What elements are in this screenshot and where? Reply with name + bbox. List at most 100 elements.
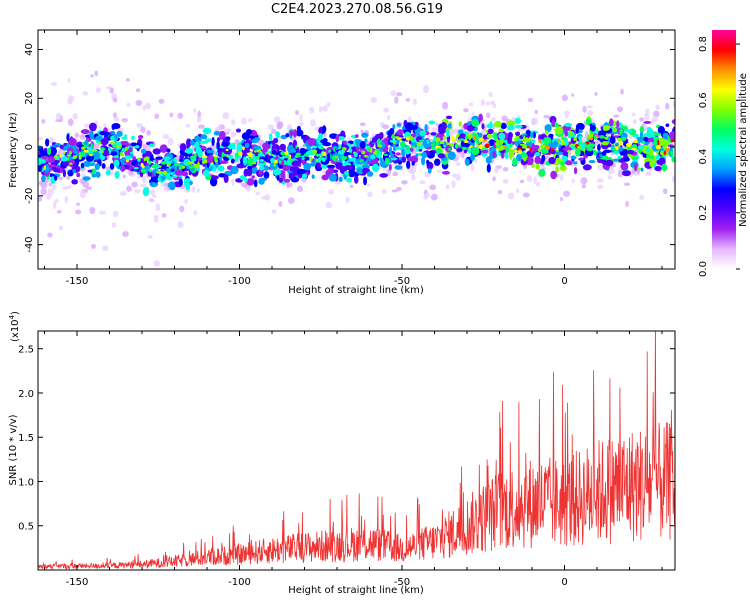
- noise-blob: [79, 134, 87, 140]
- peak-blob: [311, 145, 318, 149]
- noise-blob: [82, 180, 90, 188]
- spectral-blob: [396, 123, 402, 127]
- noise-blob: [597, 184, 604, 190]
- spectral-blob: [643, 120, 652, 124]
- spectral-blob: [152, 177, 159, 182]
- spectral-blob: [303, 162, 312, 171]
- spectral-blob: [244, 177, 248, 183]
- spectral-blob: [361, 164, 370, 170]
- spectral-blob: [199, 140, 209, 144]
- spectral-blob: [197, 156, 203, 161]
- x-tick-label: 0: [561, 276, 567, 287]
- spectral-blob: [573, 167, 578, 175]
- y-tick-label: 0.5: [18, 522, 34, 533]
- x-tick-label: -150: [66, 276, 89, 287]
- peak-blob: [418, 139, 425, 142]
- spectral-blob: [541, 154, 546, 163]
- spectral-blob: [142, 187, 150, 197]
- noise-blob: [162, 134, 170, 140]
- noise-blob: [140, 126, 146, 133]
- colorbar: 0.0 0.2 0.4 0.6 0.8 Normalized spectral ampl…: [698, 30, 749, 277]
- spectral-blob: [38, 154, 43, 158]
- spectral-blob: [427, 168, 432, 174]
- noise-blob: [91, 243, 97, 249]
- peak-blob: [443, 145, 446, 148]
- spectral-blob: [401, 147, 406, 157]
- noise-blob: [381, 188, 387, 194]
- spectral-blob: [458, 121, 462, 127]
- noise-blob: [367, 191, 373, 198]
- noise-blob: [197, 110, 202, 118]
- noise-blob: [366, 183, 371, 187]
- spectral-blob: [652, 132, 661, 136]
- spectral-blob: [661, 163, 668, 172]
- spectral-blob: [552, 140, 559, 148]
- peak-blob: [252, 161, 257, 165]
- spectral-blob: [520, 153, 528, 158]
- spectral-blob: [206, 149, 215, 154]
- noise-blob: [278, 201, 283, 207]
- spectral-blob: [421, 151, 428, 159]
- noise-blob: [82, 91, 89, 96]
- spectral-blob: [48, 164, 57, 168]
- spectral-blob: [548, 156, 556, 165]
- noise-blob: [169, 112, 174, 118]
- spectral-blob: [250, 138, 259, 144]
- spectral-blob: [445, 115, 453, 120]
- noise-blob: [47, 232, 53, 238]
- spectral-blob: [310, 162, 316, 167]
- peak-blob: [454, 143, 459, 149]
- noise-blob: [267, 124, 274, 130]
- noise-blob: [240, 117, 247, 125]
- spectral-blob: [646, 153, 650, 158]
- peak-blob: [631, 147, 637, 151]
- peak-blob: [529, 147, 532, 152]
- peak-blob: [558, 140, 562, 144]
- noise-blob: [613, 114, 620, 118]
- noise-blob: [582, 106, 587, 113]
- spectral-blob: [230, 165, 239, 175]
- spectral-blob: [482, 134, 488, 140]
- peak-blob: [43, 165, 47, 170]
- peak-blob: [162, 170, 168, 176]
- peak-blob: [655, 144, 662, 150]
- spectral-blob: [578, 157, 584, 161]
- noise-blob: [231, 178, 235, 187]
- spectral-blob: [179, 158, 184, 162]
- noise-blob: [126, 185, 132, 192]
- spectrogram-x-ticks: -150 -100 -50 0: [44, 30, 663, 287]
- peak-blob: [430, 147, 436, 150]
- noise-blob: [310, 119, 317, 127]
- noise-blob: [38, 137, 44, 141]
- noise-blob: [492, 176, 496, 182]
- noise-blob: [645, 171, 652, 176]
- peak-blob: [270, 158, 275, 163]
- peak-blob: [271, 153, 274, 157]
- noise-blob: [360, 129, 364, 134]
- spectral-blob: [532, 144, 540, 150]
- noise-blob: [497, 189, 503, 195]
- spectral-blob: [243, 169, 249, 177]
- spectral-blob: [609, 136, 616, 144]
- spectral-blob: [438, 126, 446, 135]
- peak-blob: [364, 154, 368, 158]
- noise-blob: [50, 81, 58, 87]
- spectral-blob: [45, 138, 50, 147]
- peak-blob: [295, 144, 298, 149]
- spectral-blob: [347, 169, 356, 178]
- peak-blob: [399, 139, 403, 143]
- noise-blob: [349, 184, 354, 189]
- colorbar-label: Normalized spectral amplitude: [738, 73, 749, 227]
- spectral-blob: [404, 122, 414, 132]
- noise-blob: [55, 112, 62, 120]
- spectral-blob: [649, 159, 655, 168]
- noise-blob: [468, 102, 474, 106]
- peak-blob: [534, 151, 541, 157]
- spectral-blob: [428, 120, 436, 125]
- noise-blob: [387, 114, 391, 121]
- peak-blob: [383, 153, 389, 156]
- noise-blob: [56, 209, 62, 214]
- spectral-blob: [131, 135, 135, 140]
- peak-blob: [263, 160, 266, 165]
